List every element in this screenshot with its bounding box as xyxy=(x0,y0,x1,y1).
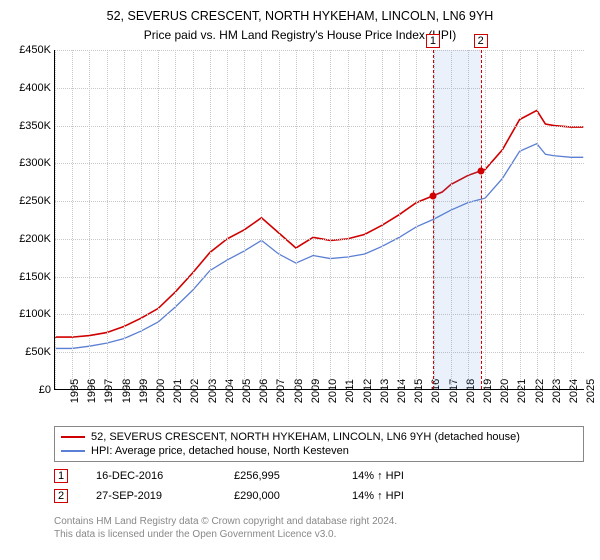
legend-item: 52, SEVERUS CRESCENT, NORTH HYKEHAM, LIN… xyxy=(61,430,577,444)
y-axis-label: £0 xyxy=(39,384,51,396)
transaction-index-box: 2 xyxy=(54,489,68,503)
transaction-index-box: 1 xyxy=(54,469,68,483)
transaction-vline xyxy=(433,50,434,389)
legend-label: HPI: Average price, detached house, Nort… xyxy=(91,445,349,457)
transaction-marker: 2 xyxy=(474,34,488,48)
legend-box: 52, SEVERUS CRESCENT, NORTH HYKEHAM, LIN… xyxy=(54,426,584,462)
transaction-row: 2 27-SEP-2019 £290,000 14% ↑ HPI xyxy=(54,486,584,506)
legend-swatch xyxy=(61,450,85,452)
plot-area: £0£50K£100K£150K£200K£250K£300K£350K£400… xyxy=(54,50,584,390)
transactions-table: 1 16-DEC-2016 £256,995 14% ↑ HPI 2 27-SEP-201… xyxy=(54,466,584,506)
transaction-price: £256,995 xyxy=(234,470,324,482)
y-axis-label: £350K xyxy=(19,120,51,132)
transaction-dot xyxy=(477,167,484,174)
chart-subtitle: Price paid vs. HM Land Registry's House … xyxy=(0,26,600,42)
footer-line-1: Contains HM Land Registry data © Crown c… xyxy=(54,516,584,529)
footer-line-2: This data is licensed under the Open Gov… xyxy=(54,529,584,542)
y-axis-label: £200K xyxy=(19,233,51,245)
transaction-band xyxy=(433,50,481,389)
transaction-date: 27-SEP-2019 xyxy=(96,490,206,502)
series-hpi xyxy=(55,144,583,349)
y-axis-label: £250K xyxy=(19,195,51,207)
legend-item: HPI: Average price, detached house, Nort… xyxy=(61,444,577,458)
legend-swatch xyxy=(61,436,85,438)
transaction-pct: 14% ↑ HPI xyxy=(352,490,404,502)
transaction-date: 16-DEC-2016 xyxy=(96,470,206,482)
transaction-dot xyxy=(429,192,436,199)
footer-text: Contains HM Land Registry data © Crown c… xyxy=(54,516,584,541)
y-axis-label: £150K xyxy=(19,271,51,283)
chart-container: 52, SEVERUS CRESCENT, NORTH HYKEHAM, LIN… xyxy=(0,0,600,560)
transaction-row: 1 16-DEC-2016 £256,995 14% ↑ HPI xyxy=(54,466,584,486)
transaction-marker: 1 xyxy=(426,34,440,48)
legend-label: 52, SEVERUS CRESCENT, NORTH HYKEHAM, LIN… xyxy=(91,431,520,443)
y-axis-label: £300K xyxy=(19,157,51,169)
series-property xyxy=(55,110,583,337)
chart-title: 52, SEVERUS CRESCENT, NORTH HYKEHAM, LIN… xyxy=(0,0,600,26)
transaction-pct: 14% ↑ HPI xyxy=(352,470,404,482)
x-axis-label: 2025 xyxy=(571,379,597,403)
transaction-vline xyxy=(481,50,482,389)
y-axis-label: £400K xyxy=(19,82,51,94)
y-axis-label: £450K xyxy=(19,44,51,56)
y-axis-label: £100K xyxy=(19,308,51,320)
line-series-svg xyxy=(55,50,585,390)
y-axis-label: £50K xyxy=(25,346,51,358)
transaction-price: £290,000 xyxy=(234,490,324,502)
